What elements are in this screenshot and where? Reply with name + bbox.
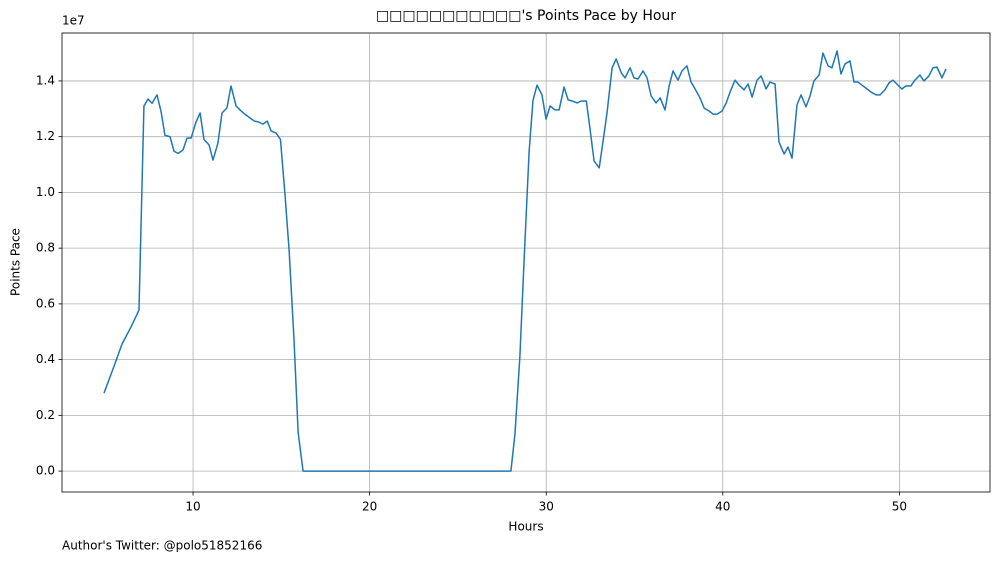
data-line	[103, 50, 947, 472]
chart-title: □□□□□□□□□□□'s Points Pace by Hour	[376, 8, 676, 24]
y-tick-label: 0.8	[36, 241, 55, 255]
x-tick-label: 30	[539, 500, 554, 514]
y-tick-label: 0.0	[36, 464, 55, 478]
y-axis-label: Points Pace	[9, 228, 23, 296]
plot-frame	[61, 32, 991, 493]
x-tick-label: 40	[715, 500, 730, 514]
y-tick-label: 0.4	[36, 352, 55, 366]
y-tick-label: 1.0	[36, 185, 55, 199]
x-tick-label: 20	[362, 500, 377, 514]
footer-text: Author's Twitter: @polo51852166	[62, 539, 262, 553]
y-tick-label: 0.6	[36, 296, 55, 310]
x-tick-label: 50	[892, 500, 907, 514]
y-tick-label: 1.2	[36, 129, 55, 143]
y-tick-label: 1.4	[36, 73, 55, 87]
x-tick-label: 10	[185, 500, 200, 514]
y-offset-label: 1e7	[62, 14, 85, 28]
y-tick-label: 0.2	[36, 408, 55, 422]
x-axis-label: Hours	[508, 520, 543, 534]
